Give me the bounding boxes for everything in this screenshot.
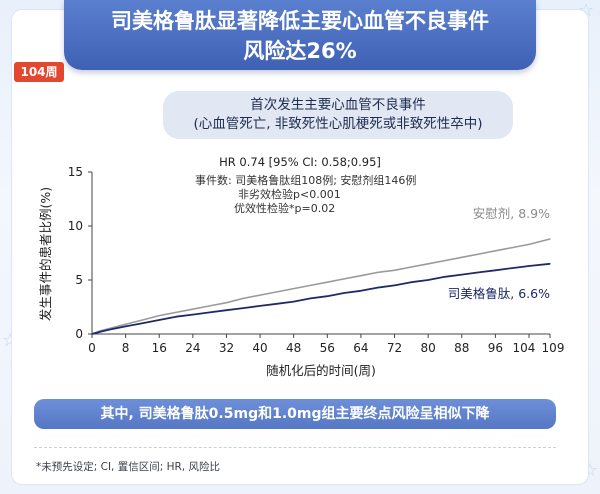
chart-ticks: 0 5 10 15 0 8 16 24 32 40 48 56 64 72 80 88 96 104 109 <box>68 165 565 355</box>
x-tick-label: 88 <box>454 341 469 355</box>
data-point <box>125 325 127 327</box>
data-point <box>528 265 530 267</box>
y-tick-label: 0 <box>75 327 83 341</box>
title-banner: 司美格鲁肽显著降低主要心血管不良事件 风险达26% <box>64 0 536 70</box>
data-point <box>158 319 160 321</box>
data-point <box>377 271 379 273</box>
y-tick-label: 15 <box>68 165 83 179</box>
data-point <box>461 274 463 276</box>
y-axis-label: 发生事件的患者比例(%) <box>38 187 53 321</box>
data-point <box>478 271 480 273</box>
noninferiority-annotation: 非劣效检验p<0.001 <box>238 187 341 201</box>
x-tick-label: 80 <box>421 341 436 355</box>
semaglutide-end-label: 司美格鲁肽, 6.6% <box>448 286 550 301</box>
x-tick-label: 96 <box>488 341 503 355</box>
data-point <box>242 297 244 299</box>
data-point <box>141 319 143 321</box>
data-point <box>343 278 345 280</box>
placebo-end-label: 安慰剂, 8.9% <box>473 206 550 221</box>
data-point <box>427 263 429 265</box>
data-point <box>410 281 412 283</box>
data-point <box>511 247 513 249</box>
superiority-annotation: 优效性检验*p=0.02 <box>234 201 335 215</box>
data-point <box>99 331 101 333</box>
data-point <box>549 263 551 265</box>
data-point <box>242 307 244 309</box>
data-point <box>209 305 211 307</box>
chart-axes <box>91 172 550 335</box>
x-tick-label: 109 <box>542 341 565 355</box>
data-point <box>511 267 513 269</box>
data-point <box>192 308 194 310</box>
x-tick-label: 8 <box>122 341 130 355</box>
data-point <box>326 295 328 297</box>
data-point <box>175 316 177 318</box>
data-point <box>326 281 328 283</box>
data-point <box>309 297 312 299</box>
data-point <box>427 279 429 281</box>
data-point <box>276 303 278 305</box>
y-tick-label: 10 <box>68 219 83 233</box>
chart-series <box>91 238 551 335</box>
x-tick-label: 104 <box>513 341 536 355</box>
data-point <box>478 253 480 255</box>
data-point <box>192 314 194 316</box>
data-point <box>125 323 127 325</box>
data-point <box>293 288 295 290</box>
data-point <box>108 329 110 331</box>
x-tick-label: 56 <box>320 341 335 355</box>
x-axis-label: 随机化后的时间(周) <box>266 363 376 378</box>
data-point <box>444 276 446 278</box>
data-point <box>360 290 362 292</box>
data-point <box>225 309 228 311</box>
data-point <box>461 256 463 258</box>
page-title-line1: 司美格鲁肽显著降低主要心血管不良事件 <box>111 9 489 33</box>
x-tick-label: 64 <box>353 341 368 355</box>
data-point <box>175 311 177 313</box>
data-point <box>276 291 278 293</box>
data-point <box>393 269 396 271</box>
subtitle-line2: (心血管死亡, 非致死性心肌梗死或非致死性卒中) <box>193 116 483 132</box>
data-point <box>377 287 379 289</box>
data-point <box>309 284 312 286</box>
data-point <box>494 269 496 271</box>
x-tick-label: 32 <box>219 341 234 355</box>
x-tick-label: 16 <box>152 341 167 355</box>
data-point <box>209 311 211 313</box>
data-point <box>259 294 261 296</box>
data-point <box>528 243 530 245</box>
data-point <box>393 284 396 286</box>
data-point <box>158 315 160 317</box>
subtitle-line1: 首次发生主要心血管不良事件 <box>250 97 426 113</box>
summary-banner: 其中, 司美格鲁肽0.5mg和1.0mg组主要终点风险呈相似下降 <box>34 399 556 429</box>
y-tick-label: 5 <box>75 273 83 287</box>
data-point <box>360 275 362 277</box>
x-tick-label: 0 <box>88 341 96 355</box>
data-point <box>343 292 345 294</box>
subtitle-box: 首次发生主要心血管不良事件 (心血管死亡, 非致死性心肌梗死或非致死性卒中) <box>163 91 513 139</box>
data-point <box>91 333 93 335</box>
hr-annotation: HR 0.74 [95% CI: 0.58;0.95] <box>219 155 381 169</box>
page-title-line2: 风险达26% <box>243 39 357 63</box>
week-badge: 104周 <box>14 62 64 82</box>
x-tick-label: 72 <box>387 341 402 355</box>
data-point <box>410 266 412 268</box>
data-point <box>259 305 261 307</box>
data-point <box>141 322 143 324</box>
data-point <box>549 238 551 240</box>
data-point <box>293 301 295 303</box>
divider <box>34 447 556 448</box>
footnote: *未预先设定; CI, 置信区间; HR, 风险比 <box>36 461 220 473</box>
data-point <box>494 250 496 252</box>
x-tick-label: 24 <box>185 341 200 355</box>
x-tick-label: 48 <box>286 341 301 355</box>
data-point <box>225 302 228 304</box>
data-point <box>444 260 446 262</box>
x-tick-label: 40 <box>252 341 267 355</box>
events-annotation: 事件数: 司美格鲁肽组108例; 安慰剂组146例 <box>195 173 416 187</box>
